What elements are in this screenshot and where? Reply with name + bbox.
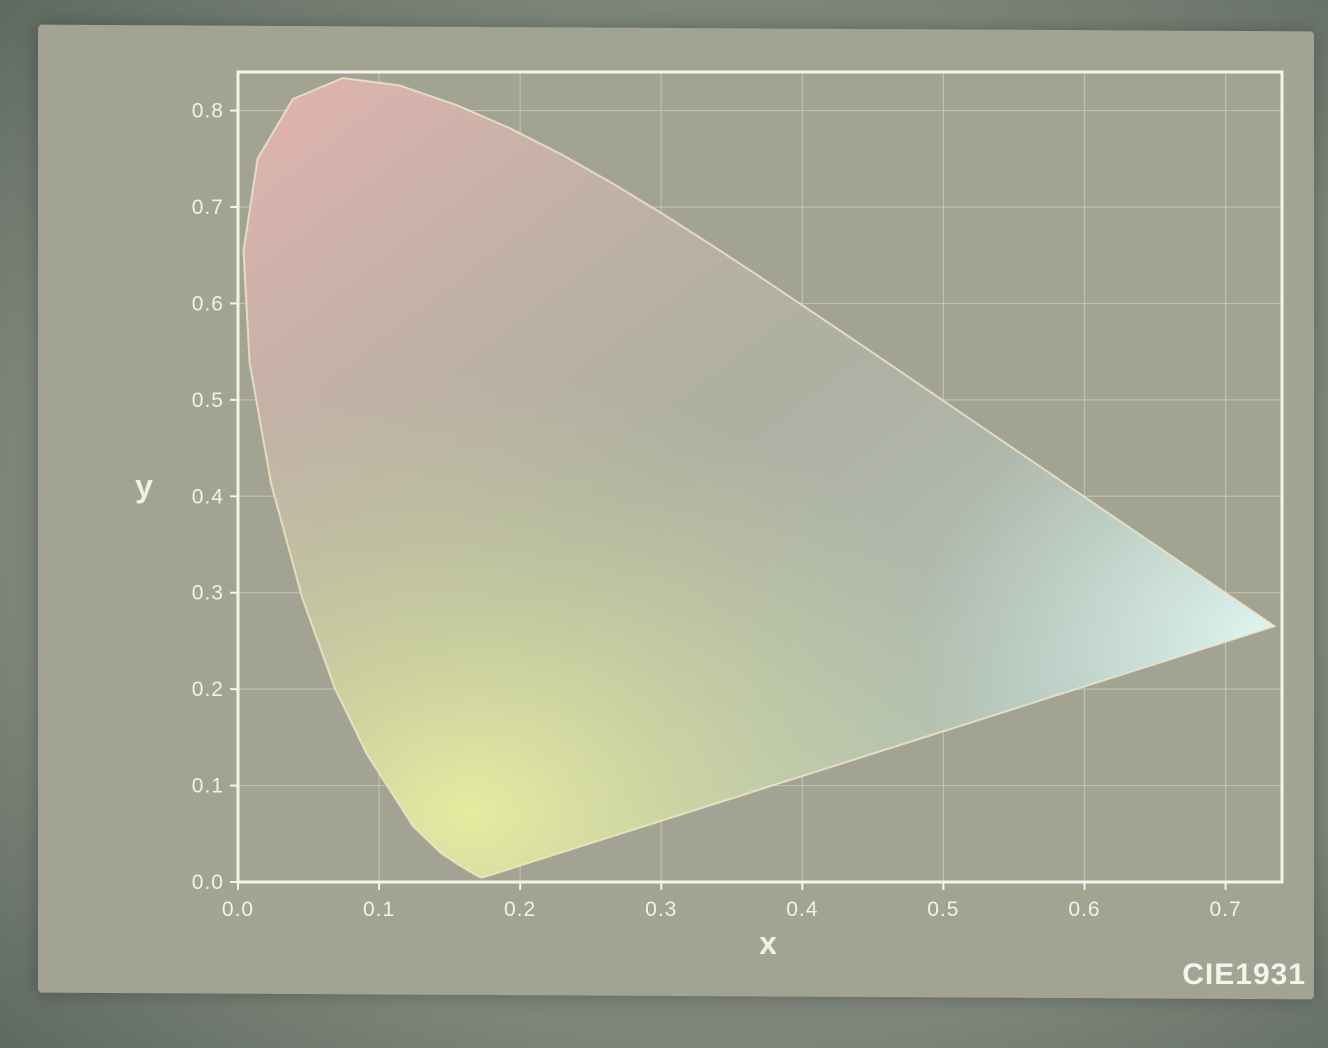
x-tick-label-1: 0.1 <box>363 898 395 921</box>
x-tick-label-5: 0.5 <box>927 898 959 921</box>
spectral-locus-line <box>242 76 1277 879</box>
x-axis-label: x <box>759 925 777 961</box>
x-tick-label-4: 0.4 <box>786 898 818 921</box>
plot-frame <box>236 70 1284 884</box>
watermark-text: CIE1931 <box>1182 958 1306 991</box>
y-tick-label-8: 0.8 <box>192 100 224 123</box>
y-axis-label: y <box>135 468 153 504</box>
x-tick-label-2: 0.2 <box>504 898 536 921</box>
y-tick-label-5: 0.5 <box>192 389 224 412</box>
x-tick-label-3: 0.3 <box>645 898 677 921</box>
x-tick-label-6: 0.6 <box>1068 898 1100 921</box>
y-tick-label-2: 0.2 <box>192 678 224 701</box>
y-tick-label-1: 0.1 <box>192 775 224 798</box>
y-tick-label-0: 0.0 <box>192 871 224 894</box>
locus-fill-cyan <box>243 78 1275 878</box>
y-tick-label-7: 0.7 <box>192 196 224 219</box>
y-tick-label-6: 0.6 <box>192 292 224 315</box>
plot-area <box>242 76 1277 879</box>
y-tick-label-4: 0.4 <box>192 485 224 508</box>
y-tick-label-3: 0.3 <box>192 582 224 605</box>
x-tick-label-0: 0.0 <box>222 898 254 921</box>
x-tick-label-7: 0.7 <box>1209 898 1241 921</box>
axes: 0.0 0.1 0.2 0.3 0.4 0.5 0.6 0.7 0.0 0.1 0.2 0.3 0.4 0… <box>135 70 1284 961</box>
